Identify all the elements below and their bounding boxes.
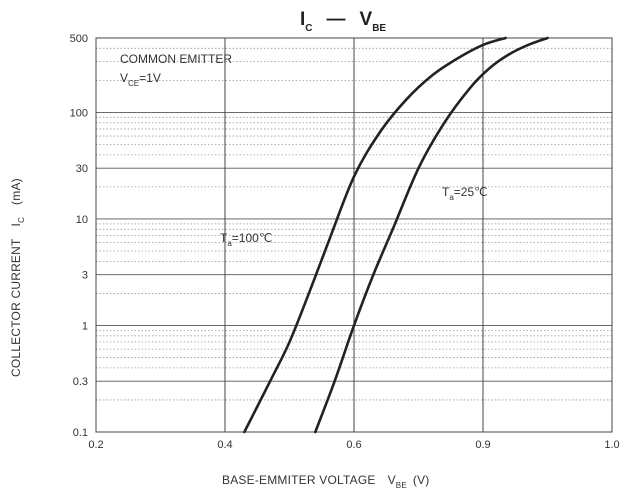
x-axis-unit: (V)	[413, 473, 430, 487]
y-axis-unit: (mA)	[9, 178, 23, 205]
ta25-symbol: T	[442, 185, 450, 199]
y-axis-title: COLLECTOR CURRENT IC (mA)	[9, 178, 26, 377]
y-tick-label-1: 0.3	[73, 376, 88, 388]
y-tick-label-6: 100	[70, 107, 88, 119]
condition-line1: COMMON EMITTER	[120, 52, 232, 66]
series-label-100c: Ta=100℃	[220, 231, 272, 248]
title-vbe: V	[360, 9, 373, 30]
x-axis-text: BASE-EMMITER VOLTAGE	[222, 473, 376, 487]
x-tick-label-0: 0.2	[88, 439, 103, 451]
y-axis-symbol: I	[9, 223, 23, 227]
y-axis-symbol-sub: C	[17, 217, 26, 223]
series-label-25c: Ta=25℃	[442, 185, 488, 202]
ta25-sub: a	[449, 193, 454, 202]
chart-title: IC — VBE	[300, 9, 386, 34]
series-line-0	[243, 36, 507, 434]
condition-line2: VCE=1V	[120, 71, 161, 88]
y-tick-label-5: 30	[76, 163, 88, 175]
series-line-1	[314, 36, 549, 434]
title-ic: I	[300, 9, 305, 30]
x-axis-symbol-sub: BE	[396, 481, 407, 490]
x-tick-label-4: 1.0	[604, 439, 619, 451]
y-axis-text: COLLECTOR CURRENT	[9, 238, 23, 377]
x-tick-label-2: 0.6	[346, 439, 361, 451]
ta25-value: =25℃	[454, 185, 488, 199]
x-tick-label-3: 0.9	[475, 439, 490, 451]
vce-value: =1V	[139, 71, 161, 85]
y-tick-label-4: 10	[76, 214, 88, 226]
ta100-symbol: T	[220, 231, 228, 245]
y-tick-label-0: 0.1	[73, 427, 88, 439]
y-tick-label-3: 3	[82, 270, 88, 282]
y-tick-label-7: 500	[70, 33, 88, 45]
title-ic-sub: C	[305, 23, 312, 34]
plot-frame	[95, 37, 613, 433]
series-layer	[243, 36, 549, 434]
title-vbe-sub: BE	[372, 23, 386, 34]
grid-layer	[95, 37, 613, 433]
x-axis-symbol: V	[388, 473, 396, 487]
x-tick-label-1: 0.4	[217, 439, 232, 451]
tick-layer: 0.1 0.3 1 3 10 30 100 500 0.2 0.4 0.6 0.9 1.0	[70, 33, 620, 451]
vce-symbol: V	[120, 71, 128, 85]
y-tick-label-2: 1	[82, 320, 88, 332]
ta100-value: =100℃	[232, 231, 273, 245]
ta100-sub: a	[227, 239, 232, 248]
vce-sub: CE	[128, 79, 139, 88]
title-dash: —	[327, 9, 346, 30]
x-axis-title: BASE-EMMITER VOLTAGE VBE (V)	[222, 473, 429, 490]
